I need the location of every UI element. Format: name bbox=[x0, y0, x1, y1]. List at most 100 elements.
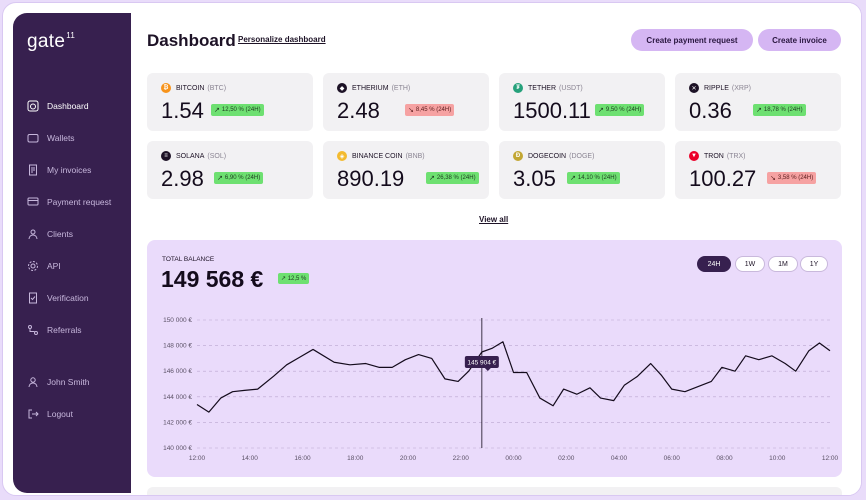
coin-symbol: (BTC) bbox=[207, 84, 227, 92]
coin-price: 2.98 bbox=[161, 166, 204, 191]
coin-symbol: (SOL) bbox=[207, 152, 227, 160]
coin-card-etherium[interactable]: ◆ ETHERIUM (ETH) 2.48 ↘ 8,45 % (24H) bbox=[323, 73, 489, 131]
next-section bbox=[147, 487, 842, 495]
coin-symbol: (DOGE) bbox=[569, 152, 595, 160]
coin-price: 100.27 bbox=[689, 166, 757, 191]
logout-button[interactable]: Logout bbox=[27, 405, 73, 423]
y-tick-label: 146 000 € bbox=[163, 368, 192, 375]
sidebar-item-clients[interactable]: Clients bbox=[27, 225, 73, 243]
coin-change-badge: ↗ 12,50 % (24H) bbox=[211, 104, 264, 116]
create-payment-request-button[interactable]: Create payment request bbox=[631, 29, 753, 51]
coin-symbol: (TRX) bbox=[726, 152, 746, 160]
view-all-link[interactable]: View all bbox=[479, 215, 509, 224]
coin-symbol: (XRP) bbox=[731, 84, 751, 92]
x-tick-label: 18:00 bbox=[347, 455, 364, 462]
sidebar-item-label: Payment request bbox=[47, 197, 112, 207]
coin-name: DOGECOIN bbox=[528, 152, 567, 160]
coin-icon: ◈ bbox=[337, 151, 347, 161]
logout-icon bbox=[28, 409, 39, 419]
coin-icon: ₿ bbox=[161, 83, 171, 93]
coin-icon: ₮ bbox=[513, 83, 523, 93]
sidebar-item-wallets[interactable]: Wallets bbox=[27, 129, 75, 147]
sidebar-user[interactable]: John Smith bbox=[27, 373, 90, 391]
logout-label: Logout bbox=[47, 409, 73, 419]
payment-icon bbox=[27, 197, 39, 206]
coin-name: SOLANA bbox=[176, 152, 205, 160]
x-tick-label: 10:00 bbox=[769, 455, 786, 462]
sidebar-item-payment-request[interactable]: Payment request bbox=[27, 193, 111, 211]
sidebar-item-my-invoices[interactable]: My invoices bbox=[27, 161, 91, 179]
balance-panel: TOTAL BALANCE 149 568 € ↗ 12,5 % 24H 1W … bbox=[147, 240, 842, 477]
coin-symbol: (ETH) bbox=[391, 84, 411, 92]
x-tick-label: 16:00 bbox=[294, 455, 311, 462]
coin-change-badge: ↗ 6,90 % (24H) bbox=[214, 172, 264, 184]
balance-line bbox=[196, 341, 831, 413]
coin-name: TRON bbox=[704, 152, 724, 160]
coin-name: BINANCE COIN bbox=[352, 152, 403, 160]
trend-down-icon: ↘ bbox=[770, 175, 776, 182]
coin-header: ◈ BINANCE COIN (BNB) bbox=[337, 151, 425, 161]
coin-card-bitcoin[interactable]: ₿ BITCOIN (BTC) 1.54 ↗ 12,50 % (24H) bbox=[147, 73, 313, 131]
x-tick-label: 04:00 bbox=[611, 455, 628, 462]
coin-card-binance-coin[interactable]: ◈ BINANCE COIN (BNB) 890.19 ↗ 26,38 % (24H) bbox=[323, 141, 489, 199]
coin-card-tether[interactable]: ₮ TETHER (USDT) 1500.11 ↗ 9,50 % (24H) bbox=[499, 73, 665, 131]
trend-up-icon: ↗ bbox=[570, 175, 576, 182]
coin-header: Ð DOGECOIN (DOGE) bbox=[513, 151, 594, 161]
coin-card-tron[interactable]: ▼ TRON (TRX) 100.27 ↘ 3,58 % (24H) bbox=[675, 141, 841, 199]
sidebar-item-label: My invoices bbox=[47, 165, 92, 175]
sidebar: gate11 Dashboard Wallets My invoices Pay… bbox=[13, 13, 131, 493]
personalize-link[interactable]: Personalize dashboard bbox=[238, 35, 326, 44]
coin-header: ₮ TETHER (USDT) bbox=[513, 83, 583, 93]
balance-label: TOTAL BALANCE bbox=[162, 256, 215, 263]
coin-header: ₿ BITCOIN (BTC) bbox=[161, 83, 226, 93]
range-1y-button[interactable]: 1Y bbox=[800, 256, 828, 272]
x-tick-label: 22:00 bbox=[453, 455, 470, 462]
coin-change-badge: ↗ 14,10 % (24H) bbox=[567, 172, 620, 184]
range-1m-button[interactable]: 1M bbox=[768, 256, 798, 272]
coin-change-badge: ↗ 18,78 % (24H) bbox=[753, 104, 806, 116]
y-tick-label: 148 000 € bbox=[163, 343, 192, 350]
coin-icon: ✕ bbox=[689, 83, 699, 93]
coin-price: 890.19 bbox=[337, 166, 405, 191]
balance-value: 149 568 € bbox=[161, 266, 264, 292]
coin-header: ▼ TRON (TRX) bbox=[689, 151, 746, 161]
range-24h-button[interactable]: 24H bbox=[697, 256, 731, 272]
sidebar-item-label: Referrals bbox=[47, 325, 82, 335]
balance-chart[interactable]: 140 000 € 142 000 € 144 000 € 146 000 € 148 … bbox=[147, 240, 842, 477]
coin-icon: ≡ bbox=[161, 151, 171, 161]
sidebar-item-verification[interactable]: Verification bbox=[27, 289, 89, 307]
sidebar-item-dashboard[interactable]: Dashboard bbox=[27, 97, 89, 115]
coin-header: ✕ RIPPLE (XRP) bbox=[689, 83, 751, 93]
user-name: John Smith bbox=[47, 377, 90, 387]
sidebar-item-api[interactable]: API bbox=[27, 257, 61, 275]
coin-price: 3.05 bbox=[513, 166, 556, 191]
x-tick-label: 08:00 bbox=[716, 455, 733, 462]
range-1w-button[interactable]: 1W bbox=[735, 256, 765, 272]
invoice-icon bbox=[29, 164, 37, 176]
coin-name: TETHER bbox=[528, 84, 556, 92]
coin-card-solana[interactable]: ≡ SOLANA (SOL) 2.98 ↗ 6,90 % (24H) bbox=[147, 141, 313, 199]
clients-icon bbox=[28, 229, 38, 240]
coin-symbol: (USDT) bbox=[559, 84, 583, 92]
coin-card-dogecoin[interactable]: Ð DOGECOIN (DOGE) 3.05 ↗ 14,10 % (24H) bbox=[499, 141, 665, 199]
y-tick-label: 140 000 € bbox=[163, 445, 192, 452]
create-invoice-button[interactable]: Create invoice bbox=[758, 29, 841, 51]
coin-change-badge: ↘ 8,45 % (24H) bbox=[405, 104, 455, 116]
coin-name: ETHERIUM bbox=[352, 84, 389, 92]
logo: gate11 bbox=[27, 30, 76, 52]
coin-header: ≡ SOLANA (SOL) bbox=[161, 151, 226, 161]
main-content: Dashboard Personalize dashboard Create p… bbox=[131, 3, 861, 495]
x-tick-label: 12:00 bbox=[189, 455, 206, 462]
y-tick-label: 150 000 € bbox=[163, 317, 192, 324]
sidebar-item-label: API bbox=[47, 261, 61, 271]
coin-icon: ▼ bbox=[689, 151, 699, 161]
trend-up-icon: ↗ bbox=[756, 107, 762, 114]
x-tick-label: 06:00 bbox=[664, 455, 681, 462]
sidebar-item-referrals[interactable]: Referrals bbox=[27, 321, 81, 339]
sidebar-item-label: Clients bbox=[47, 229, 73, 239]
coin-card-ripple[interactable]: ✕ RIPPLE (XRP) 0.36 ↗ 18,78 % (24H) bbox=[675, 73, 841, 131]
x-tick-label: 00:00 bbox=[505, 455, 522, 462]
sidebar-item-label: Dashboard bbox=[47, 101, 89, 111]
trend-up-icon: ↗ bbox=[214, 107, 220, 114]
page-title: Dashboard bbox=[147, 31, 236, 50]
